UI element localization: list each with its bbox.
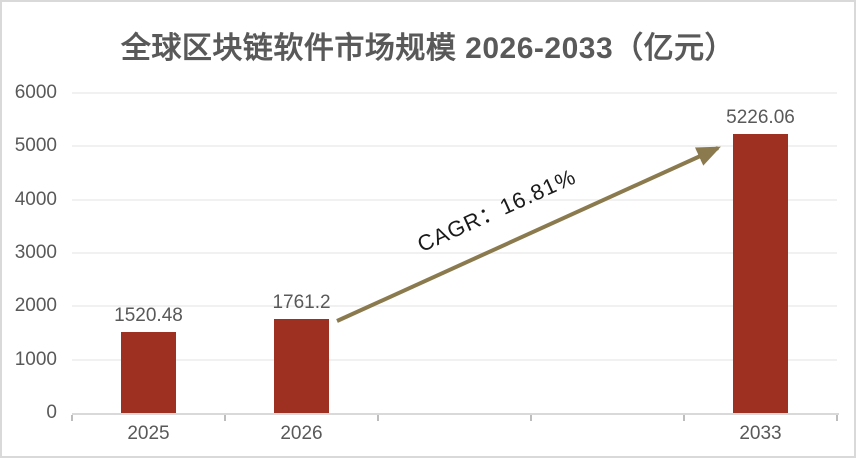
y-gridline — [72, 358, 837, 361]
x-axis-category-label: 2025 — [127, 423, 170, 444]
y-gridline — [72, 252, 837, 254]
x-axis-tick — [683, 415, 685, 421]
x-axis-category-label: 2033 — [739, 423, 782, 444]
chart-title: 全球区块链软件市场规模 2026-2033（亿元） — [120, 32, 736, 65]
x-axis-tick — [530, 415, 532, 421]
bar-value-label: 5226.06 — [726, 107, 795, 129]
y-axis-tick-label: 6000 — [14, 82, 57, 103]
y-gridline — [72, 305, 837, 308]
y-gridline — [72, 198, 837, 201]
y-axis-tick-label: 0 — [46, 402, 57, 423]
bar-2025 — [121, 331, 176, 413]
y-axis-tick-label: 5000 — [14, 135, 57, 157]
bar-2026 — [274, 319, 329, 413]
x-axis-tick — [836, 415, 838, 421]
y-gridline — [72, 92, 837, 94]
y-axis-tick-label: 4000 — [14, 188, 57, 210]
x-axis-tick — [377, 415, 379, 421]
bar-value-label: 1761.2 — [272, 292, 331, 314]
y-axis-tick-label: 2000 — [14, 295, 57, 317]
y-axis-tick-label: 3000 — [14, 242, 57, 263]
y-gridline — [72, 145, 837, 148]
y-axis-tick-label: 1000 — [14, 348, 57, 370]
x-axis-category-label: 2026 — [280, 423, 323, 444]
x-axis-line — [72, 413, 839, 415]
x-axis-tick — [224, 415, 226, 421]
x-axis-tick — [71, 415, 73, 421]
bar-value-label: 1520.48 — [114, 304, 183, 326]
bar-2033 — [733, 134, 788, 413]
